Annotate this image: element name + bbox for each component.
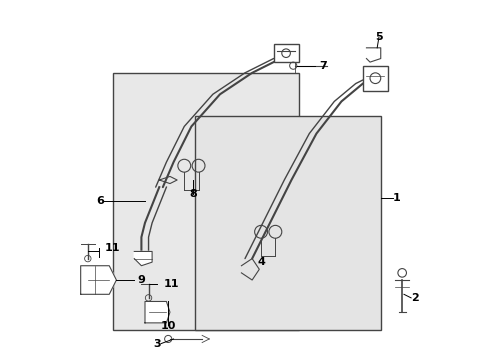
Text: 6: 6 xyxy=(97,197,104,206)
Text: 11: 11 xyxy=(164,279,179,289)
Bar xyxy=(363,66,388,91)
Text: 2: 2 xyxy=(411,293,418,303)
Text: 3: 3 xyxy=(154,339,161,349)
Text: 4: 4 xyxy=(257,257,265,267)
Polygon shape xyxy=(145,301,170,323)
Polygon shape xyxy=(367,48,381,62)
Text: 11: 11 xyxy=(105,243,121,253)
Polygon shape xyxy=(134,251,152,266)
Bar xyxy=(195,116,381,330)
Bar xyxy=(273,44,298,62)
Bar xyxy=(113,73,298,330)
Text: 9: 9 xyxy=(138,275,146,285)
Text: 10: 10 xyxy=(161,321,176,332)
Text: 7: 7 xyxy=(319,61,327,71)
Polygon shape xyxy=(81,266,117,294)
Text: 1: 1 xyxy=(393,193,401,203)
Text: 8: 8 xyxy=(189,189,197,199)
Text: 5: 5 xyxy=(375,32,383,42)
